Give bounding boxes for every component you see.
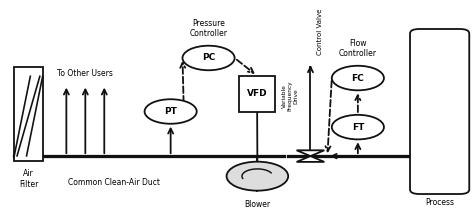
Text: Variable
Frequency
Drive: Variable Frequency Drive <box>282 81 299 111</box>
Text: PC: PC <box>202 54 215 62</box>
Bar <box>239 76 275 112</box>
Text: VFD: VFD <box>247 89 267 98</box>
Text: Flow
Controller: Flow Controller <box>339 39 377 58</box>
Circle shape <box>227 162 288 191</box>
Text: Common Clean-Air Duct: Common Clean-Air Duct <box>68 178 160 187</box>
Text: FC: FC <box>352 74 364 83</box>
Text: Blower: Blower <box>244 200 271 209</box>
Text: To Other Users: To Other Users <box>57 69 113 78</box>
Polygon shape <box>297 150 324 156</box>
Circle shape <box>145 99 197 124</box>
Bar <box>14 67 43 161</box>
Text: Pressure
Controller: Pressure Controller <box>190 19 228 38</box>
Circle shape <box>332 66 384 90</box>
Text: Air
Filter: Air Filter <box>19 169 38 189</box>
Text: FT: FT <box>352 123 364 132</box>
Circle shape <box>182 46 235 70</box>
Circle shape <box>332 115 384 139</box>
Text: Control Valve: Control Valve <box>317 9 323 55</box>
Text: PT: PT <box>164 107 177 116</box>
FancyBboxPatch shape <box>410 29 469 194</box>
Text: Process: Process <box>425 198 454 207</box>
Polygon shape <box>297 156 324 162</box>
